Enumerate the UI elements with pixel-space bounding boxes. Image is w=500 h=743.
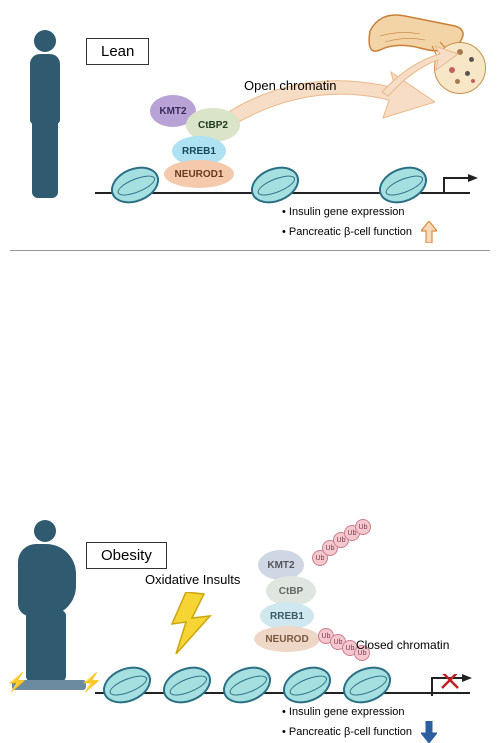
state-label-lean-text: Lean: [101, 43, 134, 60]
open-chromatin-label: Open chromatin: [244, 78, 337, 93]
state-label-obesity: Obesity: [86, 542, 167, 569]
bullet-ob-1: • Insulin gene expression: [282, 705, 482, 721]
lean-head: [34, 30, 56, 52]
lean-legs: [32, 120, 58, 198]
closed-chromatin-label: Closed chromatin: [356, 638, 449, 652]
spark-icon: ⚡: [80, 672, 102, 693]
ctbp2-label: CtBP2: [198, 120, 228, 131]
oxidative-label: Oxidative Insults: [145, 572, 240, 587]
nucleosome: [97, 660, 156, 710]
islet-dot: [469, 57, 474, 62]
obese-head: [34, 520, 56, 542]
islet-dot: [471, 79, 475, 83]
transcription-arrow-lean: [440, 174, 480, 196]
open-chromatin-text: Open chromatin: [244, 78, 337, 93]
arrow-to-pancreas-icon: [380, 44, 460, 104]
neurod1-blob: NEUROD1: [164, 160, 234, 188]
person-lean: [18, 30, 73, 215]
bullet-lean-2: • Pancreatic β-cell function: [282, 221, 482, 243]
rreb1-label-ob: RREB1: [270, 611, 304, 622]
ctbp2-label-ob: CtBP: [279, 586, 303, 597]
nucleosome: [105, 160, 164, 210]
lean-torso: [30, 54, 60, 124]
state-label-obesity-text: Obesity: [101, 547, 152, 564]
closed-chromatin-text: Closed chromatin: [356, 638, 449, 652]
nucleosome: [157, 660, 216, 710]
bullet-lean-1: • Insulin gene expression: [282, 205, 482, 221]
neurod1-blob-ob: NEUROD: [254, 626, 320, 652]
obese-legs: [26, 610, 66, 682]
transcription-arrow-obesity: [428, 674, 478, 698]
state-label-lean: Lean: [86, 38, 149, 65]
neurod1-label: NEUROD1: [175, 169, 224, 180]
kmt2-label: KMT2: [159, 106, 186, 117]
panel-obesity: Obesity ⚡ ⚡ Oxidative Insults KMT2 CtBP …: [0, 250, 500, 500]
islet-dot: [465, 71, 470, 76]
nucleosome: [217, 660, 276, 710]
bullet-ob-2: • Pancreatic β-cell function: [282, 721, 482, 743]
spark-icon: ⚡: [6, 672, 28, 693]
nucleosome: [245, 160, 304, 210]
nucleosome: [337, 660, 396, 710]
neurod1-label-ob: NEUROD: [265, 634, 308, 645]
kmt2-label-ob: KMT2: [267, 560, 294, 571]
bullets-lean: • Insulin gene expression • Pancreatic β…: [282, 205, 482, 243]
bullets-obesity: • Insulin gene expression • Pancreatic β…: [282, 705, 482, 743]
oxidative-text: Oxidative Insults: [145, 572, 240, 587]
ubiquitin-icon: Ub: [355, 519, 371, 535]
obese-torso: [18, 544, 76, 616]
panel-lean: Lean Open chromatin KMT2 CtBP2: [0, 0, 500, 250]
trend-down-icon: [421, 721, 437, 743]
rreb1-label: RREB1: [182, 146, 216, 157]
lightning-icon: [168, 592, 214, 654]
nucleosome: [373, 160, 432, 210]
nucleosome: [277, 660, 336, 710]
trend-up-icon: [421, 221, 437, 243]
